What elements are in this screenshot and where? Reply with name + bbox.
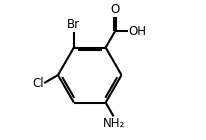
Text: O: O xyxy=(110,3,119,16)
Text: NH₂: NH₂ xyxy=(102,117,125,130)
Text: Cl: Cl xyxy=(32,76,43,89)
Text: OH: OH xyxy=(129,25,147,38)
Text: Br: Br xyxy=(67,18,80,31)
